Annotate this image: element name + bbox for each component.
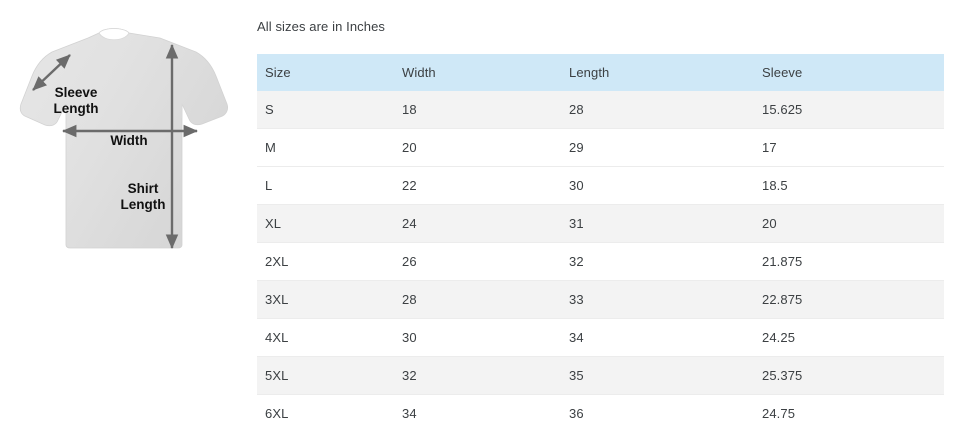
column-header-sleeve: Sleeve <box>754 54 944 91</box>
cell-sleeve: 24.25 <box>754 318 944 357</box>
cell-size: S <box>257 91 394 129</box>
sleeve-length-arrow <box>32 54 71 91</box>
sleeve-length-label: Sleeve Length <box>38 85 114 117</box>
cell-width: 26 <box>394 242 561 281</box>
table-row: M 20 29 17 <box>257 128 944 167</box>
cell-sleeve: 25.375 <box>754 356 944 395</box>
shirt-collar <box>98 28 130 41</box>
cell-sleeve: 18.5 <box>754 166 944 205</box>
shirt-length-label: Shirt Length <box>104 181 182 213</box>
cell-width: 22 <box>394 166 561 205</box>
table-header: Size Width Length Sleeve <box>257 54 944 91</box>
width-label: Width <box>110 133 148 148</box>
table-header-row: Size Width Length Sleeve <box>257 54 944 91</box>
table-row: 2XL 26 32 21.875 <box>257 242 944 281</box>
cell-width: 24 <box>394 204 561 243</box>
cell-width: 30 <box>394 318 561 357</box>
cell-size: 6XL <box>257 394 394 432</box>
cell-length: 36 <box>561 394 754 432</box>
cell-size: M <box>257 128 394 167</box>
cell-size: 2XL <box>257 242 394 281</box>
table-body: S 18 28 15.625 M 20 29 17 L 22 30 18.5 <box>257 91 944 432</box>
cell-size: 5XL <box>257 356 394 395</box>
cell-width: 28 <box>394 280 561 319</box>
cell-width: 18 <box>394 91 561 129</box>
cell-sleeve: 24.75 <box>754 394 944 432</box>
cell-width: 34 <box>394 394 561 432</box>
sleeve-length-label-line2: Length <box>53 101 99 116</box>
cell-sleeve: 21.875 <box>754 242 944 281</box>
table-row: 5XL 32 35 25.375 <box>257 356 944 395</box>
measurement-arrows <box>32 44 198 249</box>
shirt-length-label-line1: Shirt <box>127 181 159 196</box>
column-header-width: Width <box>394 54 561 91</box>
column-header-length: Length <box>561 54 754 91</box>
cell-length: 28 <box>561 91 754 129</box>
shirt-length-label-line2: Length <box>120 197 166 212</box>
cell-width: 32 <box>394 356 561 395</box>
cell-sleeve: 15.625 <box>754 91 944 129</box>
cell-length: 31 <box>561 204 754 243</box>
cell-length: 35 <box>561 356 754 395</box>
column-header-size: Size <box>257 54 394 91</box>
table-row: 3XL 28 33 22.875 <box>257 280 944 319</box>
units-note: All sizes are in Inches <box>257 19 386 34</box>
cell-length: 33 <box>561 280 754 319</box>
table-row: S 18 28 15.625 <box>257 91 944 129</box>
cell-length: 29 <box>561 128 754 167</box>
tshirt-illustration <box>19 28 228 249</box>
cell-size: 3XL <box>257 280 394 319</box>
table-row: 6XL 34 36 24.75 <box>257 394 944 432</box>
cell-sleeve: 22.875 <box>754 280 944 319</box>
sleeve-length-label-line1: Sleeve <box>54 85 98 100</box>
shirt-diagram-panel: Sleeve Length Width Shirt Length <box>0 0 250 441</box>
cell-length: 34 <box>561 318 754 357</box>
table-row: 4XL 30 34 24.25 <box>257 318 944 357</box>
cell-width: 20 <box>394 128 561 167</box>
cell-size: L <box>257 166 394 205</box>
table-row: L 22 30 18.5 <box>257 166 944 205</box>
cell-length: 32 <box>561 242 754 281</box>
cell-length: 30 <box>561 166 754 205</box>
size-table-panel: All sizes are in Inches Size Width Lengt… <box>257 0 960 441</box>
size-chart-table: Size Width Length Sleeve S 18 28 15.625 … <box>257 54 944 432</box>
cell-size: XL <box>257 204 394 243</box>
table-row: XL 24 31 20 <box>257 204 944 243</box>
cell-size: 4XL <box>257 318 394 357</box>
cell-sleeve: 17 <box>754 128 944 167</box>
cell-sleeve: 20 <box>754 204 944 243</box>
